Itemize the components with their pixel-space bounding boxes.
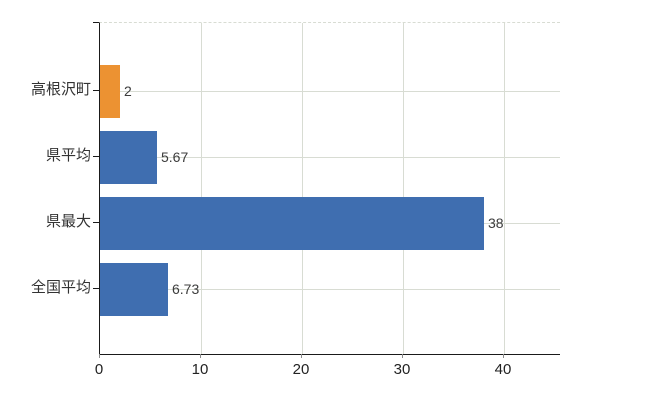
category-label: 高根沢町	[30, 81, 91, 98]
gridline-vertical	[201, 23, 202, 354]
bar	[100, 131, 157, 184]
gridline-vertical	[504, 23, 505, 354]
value-label: 6.73	[172, 281, 200, 297]
value-label: 5.67	[161, 149, 189, 165]
y-axis-tick	[93, 90, 99, 91]
x-axis-tick	[200, 354, 201, 358]
x-axis-tick	[301, 354, 302, 358]
y-axis-tick	[93, 288, 99, 289]
bar	[100, 65, 120, 118]
plot-area: 2 5.67 38 6.73	[99, 22, 560, 355]
x-axis-tick	[503, 354, 504, 358]
y-axis-tick	[93, 222, 99, 223]
value-label: 38	[488, 215, 504, 231]
x-tick-label: 0	[94, 361, 104, 378]
value-label: 2	[124, 83, 132, 99]
gridline-horizontal	[100, 91, 560, 92]
x-tick-label: 10	[191, 361, 209, 378]
x-axis-tick	[99, 354, 100, 358]
x-tick-label: 20	[292, 361, 310, 378]
x-tick-label: 40	[494, 361, 512, 378]
gridline-horizontal	[100, 157, 560, 158]
bar	[100, 263, 168, 316]
x-axis-tick	[402, 354, 403, 358]
x-tick-label: 30	[393, 361, 411, 378]
category-label: 県平均	[45, 147, 91, 164]
gridline-vertical	[403, 23, 404, 354]
y-axis-tick	[93, 22, 99, 23]
bar	[100, 197, 484, 250]
gridline-horizontal	[100, 289, 560, 290]
gridline-vertical	[302, 23, 303, 354]
category-label: 県最大	[45, 213, 91, 230]
category-label: 全国平均	[30, 279, 91, 296]
y-axis-tick	[93, 156, 99, 157]
